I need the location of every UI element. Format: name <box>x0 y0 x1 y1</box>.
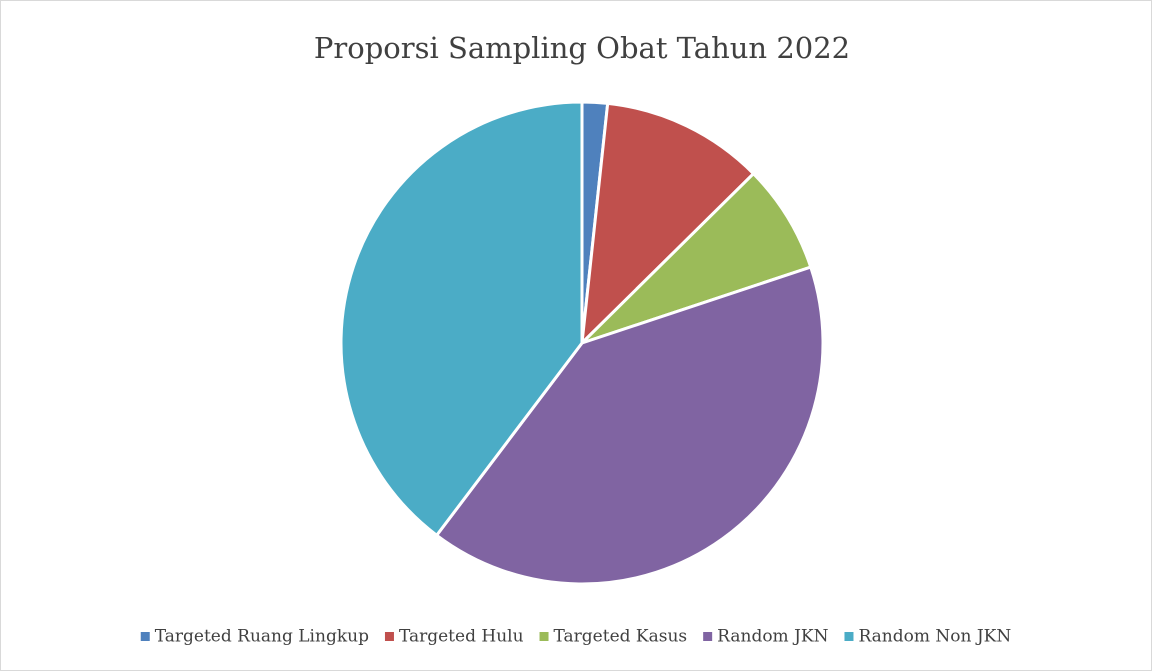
chart-title: Proporsi Sampling Obat Tahun 2022 <box>314 31 850 65</box>
pie-slice <box>580 101 756 348</box>
legend-label: Targeted Hulu <box>399 627 524 647</box>
legend: Targeted Ruang Lingkup Targeted Hulu Targe… <box>140 627 1011 647</box>
legend-label: Random JKN <box>717 627 828 647</box>
legend-swatch <box>539 632 549 641</box>
legend-swatch <box>703 632 713 641</box>
pie-slice <box>339 100 584 538</box>
legend-label: Targeted Kasus <box>554 627 688 647</box>
legend-swatch <box>844 632 854 641</box>
legend-swatch <box>140 632 150 641</box>
legend-label: Targeted Ruang Lingkup <box>155 627 369 647</box>
legend-label: Random Non JKN <box>858 627 1011 647</box>
legend-swatch <box>384 632 394 641</box>
pie-slice <box>434 265 825 586</box>
pie-slice <box>580 171 813 345</box>
